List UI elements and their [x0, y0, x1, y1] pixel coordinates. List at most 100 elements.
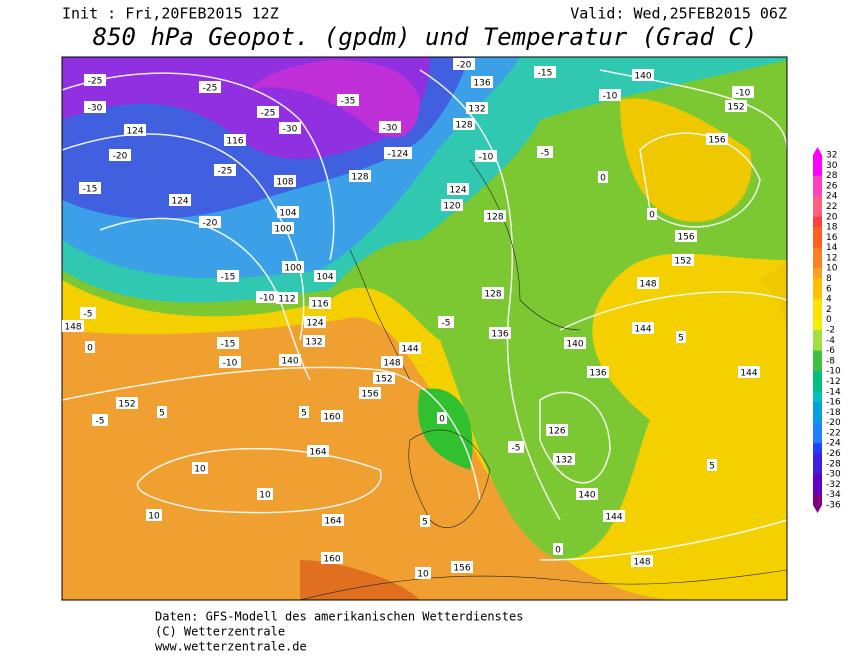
contour-label: -5	[512, 444, 521, 454]
colorbar-segment	[813, 288, 822, 300]
label-box	[471, 76, 493, 88]
contour-label: -124	[388, 150, 409, 160]
label-box	[146, 509, 162, 521]
contour-label: 124	[171, 197, 188, 207]
label-box	[257, 488, 273, 500]
contour-label: 128	[455, 121, 472, 131]
contour-label: 5	[678, 334, 684, 344]
label-box	[116, 397, 138, 409]
colorbar-label: -36	[826, 501, 841, 511]
label-box	[489, 327, 511, 339]
contour-label: -5	[84, 310, 93, 320]
contour-label: 112	[278, 295, 295, 305]
colorbar-segment	[813, 206, 822, 218]
contour-label: 0	[555, 546, 561, 556]
contour-label: 116	[311, 300, 328, 310]
contour-label: 156	[361, 390, 378, 400]
label-box	[279, 122, 301, 134]
label-box	[322, 514, 344, 526]
label-box	[437, 412, 447, 424]
label-box	[706, 133, 728, 145]
label-box	[631, 555, 653, 567]
colorbar-label: 22	[826, 202, 837, 212]
contour-label: 124	[126, 127, 143, 137]
label-box	[359, 387, 381, 399]
contour-label: -15	[221, 273, 236, 283]
label-box	[256, 291, 278, 303]
footer-line: Daten: GFS-Modell des amerikanischen Wet…	[155, 610, 523, 624]
colorbar: 32302826242220181614121086420-2-4-6-8-10…	[813, 147, 841, 513]
colorbar-label: 12	[826, 253, 837, 263]
colorbar-label: -30	[826, 470, 841, 480]
contour-label: 156	[453, 564, 470, 574]
label-box	[508, 441, 524, 453]
colorbar-label: -22	[826, 428, 841, 438]
contour-label: 10	[148, 512, 160, 522]
contour-label: 0	[600, 174, 606, 184]
contour-label: -25	[261, 109, 276, 119]
label-box	[732, 86, 754, 98]
valid-time: Valid: Wed,25FEB2015 06Z	[570, 5, 787, 23]
contour-label: -10	[603, 92, 618, 102]
colorbar-segment	[813, 175, 822, 187]
colorbar-label: -16	[826, 398, 841, 408]
label-box	[475, 150, 497, 162]
colorbar-segment	[813, 391, 822, 403]
contour-label: 128	[351, 173, 368, 183]
contour-label: 0	[649, 211, 655, 221]
map-title: 850 hPa Geopot. (gpdm) und Temperatur (G…	[93, 23, 758, 51]
label-box	[309, 297, 331, 309]
colorbar-segment	[813, 432, 822, 444]
label-box	[534, 66, 556, 78]
contour-label: 152	[727, 103, 744, 113]
contour-label: -5	[442, 319, 451, 329]
contour-label: -15	[538, 69, 553, 79]
colorbar-label: 16	[826, 233, 838, 243]
label-box	[373, 372, 395, 384]
label-box	[109, 149, 131, 161]
contour-label: -35	[341, 97, 356, 107]
label-box	[441, 199, 463, 211]
contour-label: 104	[316, 273, 333, 283]
label-box	[537, 146, 553, 158]
footer-line: www.wetterzentrale.de	[155, 640, 307, 654]
label-box	[124, 124, 146, 136]
contour-label: 132	[305, 338, 322, 348]
colorbar-segment	[813, 381, 822, 393]
contour-label: -30	[88, 104, 103, 114]
contour-label: 5	[301, 409, 307, 419]
contour-label: 124	[449, 186, 466, 196]
label-box	[381, 356, 403, 368]
contour-label: 132	[468, 105, 485, 115]
colorbar-segment	[813, 319, 822, 331]
contour-label: 124	[306, 319, 323, 329]
colorbar-label: -4	[826, 336, 835, 346]
colorbar-label: 6	[826, 284, 832, 294]
contour-label: 116	[226, 137, 243, 147]
colorbar-label: -12	[826, 377, 841, 387]
colorbar-segment	[813, 350, 822, 362]
contour-label: 140	[566, 340, 583, 350]
colorbar-segment	[813, 247, 822, 259]
contour-label: 5	[709, 462, 715, 472]
colorbar-label: -2	[826, 326, 835, 336]
label-box	[482, 287, 504, 299]
colorbar-segment	[813, 257, 822, 269]
contour-label: 5	[159, 409, 165, 419]
label-box	[564, 337, 586, 349]
label-box	[304, 316, 326, 328]
contour-label: 152	[674, 257, 691, 267]
label-box	[415, 567, 431, 579]
colorbar-segment	[813, 165, 822, 177]
label-box	[725, 100, 747, 112]
colorbar-segment	[813, 340, 822, 352]
contour-label: 148	[633, 558, 650, 568]
colorbar-label: 2	[826, 305, 832, 315]
colorbar-segment	[813, 402, 822, 413]
label-box	[224, 134, 246, 146]
colorbar-segment	[813, 155, 822, 166]
label-box	[157, 406, 167, 418]
label-box	[420, 515, 430, 527]
label-box	[299, 406, 309, 418]
